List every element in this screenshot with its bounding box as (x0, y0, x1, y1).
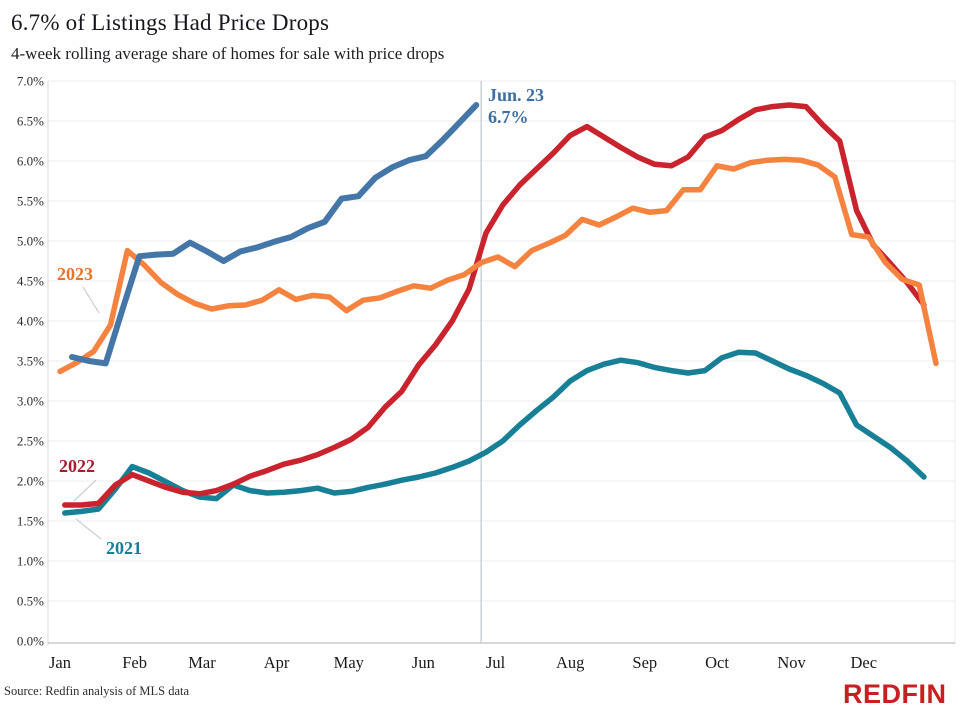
y-tick-label: 3.5% (17, 354, 44, 369)
series-label-2022: 2022 (59, 456, 95, 476)
leader-line-2021 (75, 518, 102, 540)
x-tick-label: Nov (777, 653, 806, 672)
source-note: Source: Redfin analysis of MLS data (4, 684, 190, 698)
series-label-2023: 2023 (57, 264, 93, 284)
x-tick-label: Jan (49, 653, 71, 672)
y-tick-label: 2.0% (17, 474, 44, 489)
y-tick-label: 4.5% (17, 274, 44, 289)
chart-subtitle: 4-week rolling average share of homes fo… (11, 44, 445, 63)
y-tick-label: 6.0% (17, 154, 44, 169)
axis-layer: 0.0% 0.5% 1.0% 1.5% 2.0% 2.5% 3.0% 3.5% 4.0% 4.5%… (17, 74, 956, 672)
x-tick-label: May (334, 653, 365, 672)
y-tick-label: 0.0% (17, 634, 44, 649)
series-label-2021: 2021 (106, 538, 142, 558)
leader-line-2022 (73, 479, 97, 502)
y-tick-label: 5.5% (17, 194, 44, 209)
label-layer: 2023 2022 2021 Jun. 23 6.7% (57, 85, 544, 558)
x-tick-label: Feb (122, 653, 147, 672)
x-tick-label: Apr (264, 653, 290, 672)
y-tick-label: 3.0% (17, 394, 44, 409)
y-tick-label: 4.0% (17, 314, 44, 329)
chart-title: 6.7% of Listings Had Price Drops (11, 10, 330, 35)
series-line-current-year (69, 102, 480, 367)
y-tick-label: 7.0% (17, 74, 44, 89)
series-line-2022 (62, 102, 927, 508)
redfin-logo: REDFIN (843, 679, 947, 709)
y-tick-label: 2.5% (17, 434, 44, 449)
current-value-annotation-date: Jun. 23 (488, 85, 544, 105)
x-tick-label: Oct (705, 653, 729, 672)
series-lines-layer (57, 102, 939, 516)
x-tick-label: Sep (632, 653, 657, 672)
grid-layer (48, 80, 955, 602)
y-tick-label: 0.5% (17, 594, 44, 609)
y-tick-label: 1.0% (17, 554, 44, 569)
x-tick-label: Dec (851, 653, 878, 672)
x-tick-label: Aug (556, 653, 584, 672)
current-value-annotation-value: 6.7% (488, 107, 529, 127)
series-line-2021 (62, 349, 927, 516)
x-tick-label: Mar (188, 653, 216, 672)
y-tick-label: 5.0% (17, 234, 44, 249)
y-tick-label: 6.5% (17, 114, 44, 129)
x-tick-label: Jul (486, 653, 506, 672)
x-tick-label: Jun (412, 653, 435, 672)
leader-line-2023 (82, 286, 100, 314)
series-line-2023 (57, 156, 939, 375)
y-tick-label: 1.5% (17, 514, 44, 529)
